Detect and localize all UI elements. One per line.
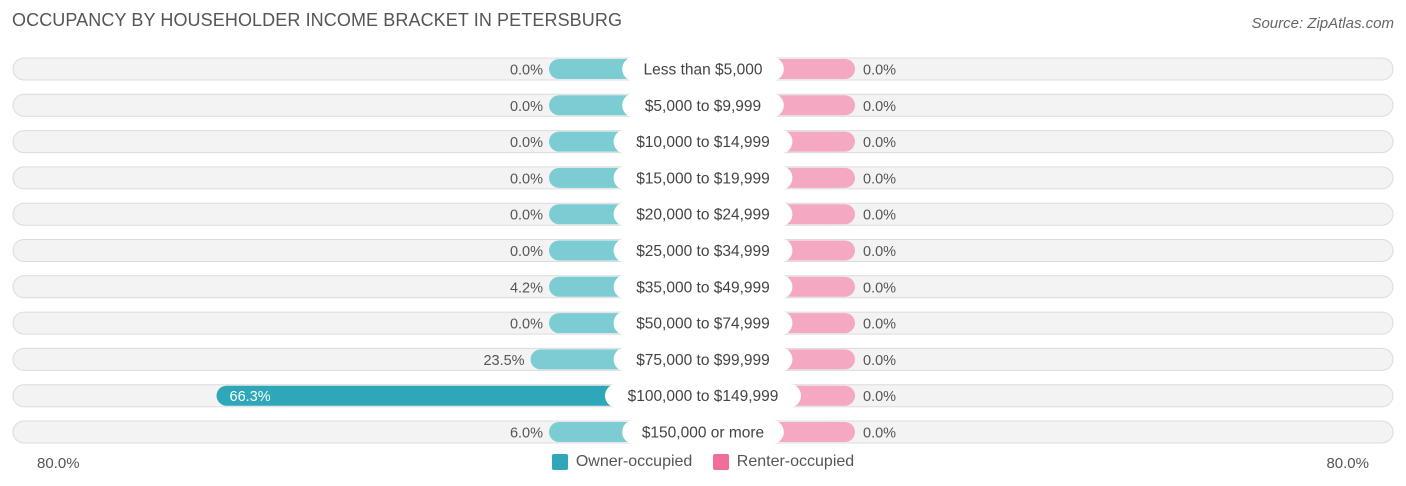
category-label: $10,000 to $14,999 [636,134,770,151]
owner-value-label: 0.0% [510,171,543,187]
category-label: $20,000 to $24,999 [636,207,770,224]
chart-source: Source: ZipAtlas.com [1251,15,1394,32]
axis-right-label: 80.0% [1326,455,1369,472]
legend-swatch-renter [712,454,729,470]
category-label: $75,000 to $99,999 [636,352,770,369]
legend-item-owner: Owner-occupied [551,453,693,471]
category-pill [613,274,793,299]
renter-value-label: 0.0% [863,389,896,405]
renter-value-label: 0.0% [863,426,896,442]
legend-label-owner: Owner-occupied [575,453,693,470]
category-pill [613,129,793,154]
renter-value-label: 0.0% [863,63,896,79]
renter-value-label: 0.0% [863,135,896,151]
legend-item-renter: Renter-occupied [712,453,855,471]
chart-title: OCCUPANCY BY HOUSEHOLDER INCOME BRACKET … [12,10,623,30]
category-pill [622,420,784,444]
renter-value-label: 0.0% [863,353,896,369]
category-label: $100,000 to $149,999 [628,388,779,405]
owner-value-label: 0.0% [510,208,543,224]
category-label: $35,000 to $49,999 [636,279,770,296]
owner-value-label: 66.3% [230,389,271,405]
category-label: $50,000 to $74,999 [636,316,770,333]
owner-value-label: 0.0% [510,244,543,260]
chart-legend: Owner-occupied Renter-occupied [0,453,1406,475]
renter-value-label: 0.0% [863,99,896,115]
category-pill [613,347,793,372]
renter-value-label: 0.0% [863,280,896,296]
legend-label-renter: Renter-occupied [736,453,855,470]
owner-value-label: 6.0% [510,426,543,442]
owner-value-label: 0.0% [510,99,543,115]
legend-swatch-owner [551,454,568,470]
category-pill [622,93,784,118]
renter-value-label: 0.0% [863,317,896,333]
owner-value-label: 0.0% [510,135,543,151]
renter-value-label: 0.0% [863,244,896,260]
axis-left-label: 80.0% [37,455,80,472]
owner-value-label: 23.5% [483,353,524,369]
renter-value-label: 0.0% [863,208,896,224]
owner-value-label: 0.0% [510,63,543,79]
category-label: $5,000 to $9,999 [645,98,761,115]
category-label: Less than $5,000 [644,62,763,79]
category-pill [605,383,801,408]
category-pill [622,57,784,81]
category-pill [613,202,793,227]
category-pill [613,311,793,336]
owner-value-label: 4.2% [510,280,543,296]
category-label: $150,000 or more [642,425,764,442]
owner-value-label: 0.0% [510,317,543,333]
renter-value-label: 0.0% [863,171,896,187]
category-label: $25,000 to $34,999 [636,243,770,260]
owner-bar [216,385,703,406]
category-label: $15,000 to $19,999 [636,170,770,187]
category-pill [613,238,793,263]
category-pill [613,165,793,190]
